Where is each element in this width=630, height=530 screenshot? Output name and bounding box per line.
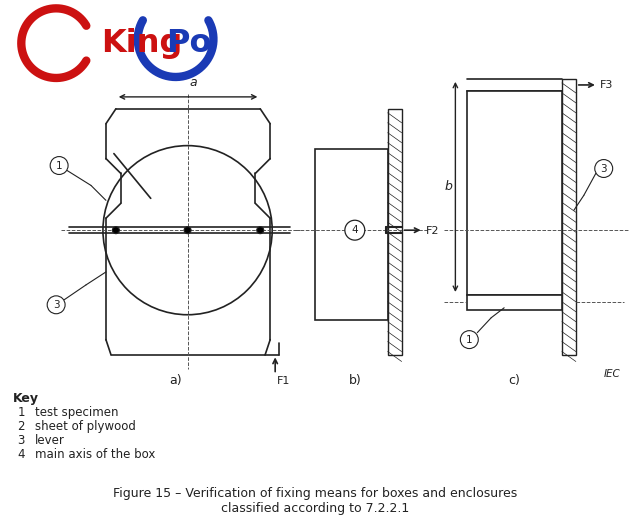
Circle shape bbox=[50, 156, 68, 174]
Circle shape bbox=[184, 227, 191, 234]
Text: main axis of the box: main axis of the box bbox=[35, 448, 156, 461]
Text: Key: Key bbox=[13, 392, 39, 405]
Text: a: a bbox=[189, 76, 197, 89]
Bar bbox=[467, 295, 562, 310]
Text: 4: 4 bbox=[17, 448, 25, 461]
Circle shape bbox=[257, 227, 264, 234]
Text: F3: F3 bbox=[600, 80, 613, 90]
Circle shape bbox=[112, 227, 119, 234]
Circle shape bbox=[345, 220, 365, 240]
Text: b): b) bbox=[348, 374, 361, 387]
Text: a): a) bbox=[169, 374, 182, 387]
Text: F2: F2 bbox=[425, 226, 439, 236]
Bar bbox=[315, 148, 387, 320]
Text: lever: lever bbox=[35, 434, 65, 447]
Text: c): c) bbox=[508, 374, 520, 387]
Text: Po: Po bbox=[166, 28, 211, 59]
Text: 3: 3 bbox=[17, 434, 25, 447]
Circle shape bbox=[461, 331, 478, 349]
Circle shape bbox=[595, 160, 613, 178]
Circle shape bbox=[47, 296, 65, 314]
Text: F1: F1 bbox=[277, 376, 290, 386]
Text: 1: 1 bbox=[17, 407, 25, 419]
Text: b: b bbox=[445, 180, 452, 193]
Text: Figure 15 – Verification of fixing means for boxes and enclosures
classified acc: Figure 15 – Verification of fixing means… bbox=[113, 487, 517, 515]
Text: 1: 1 bbox=[466, 334, 472, 344]
Bar bbox=[387, 109, 401, 355]
Text: IEC: IEC bbox=[604, 369, 621, 379]
Text: 3: 3 bbox=[600, 164, 607, 173]
Text: 4: 4 bbox=[352, 225, 358, 235]
Text: King: King bbox=[101, 28, 182, 59]
Bar bbox=[562, 79, 576, 355]
Text: test specimen: test specimen bbox=[35, 407, 118, 419]
Bar bbox=[467, 91, 562, 295]
Text: sheet of plywood: sheet of plywood bbox=[35, 420, 136, 433]
Text: 1: 1 bbox=[56, 161, 62, 171]
Text: 3: 3 bbox=[53, 300, 59, 310]
Text: 2: 2 bbox=[17, 420, 25, 433]
